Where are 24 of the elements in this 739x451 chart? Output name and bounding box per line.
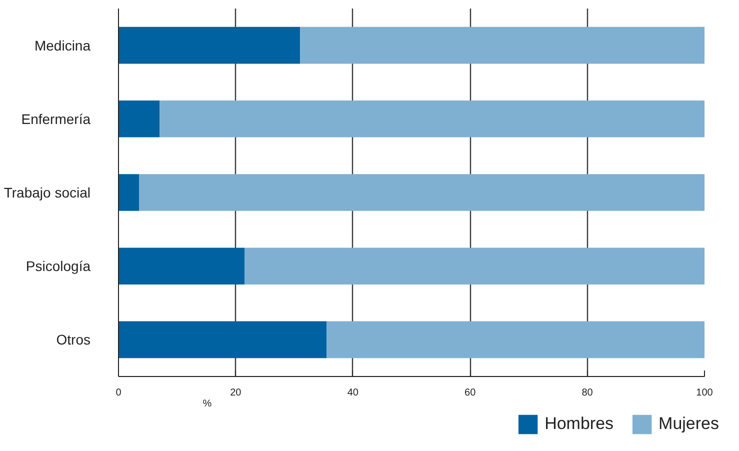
x-tick-label: 40 — [347, 388, 359, 398]
bar — [160, 100, 704, 138]
legend-label: Hombres — [544, 414, 614, 434]
y-tick-label: Trabajo social — [4, 184, 91, 200]
bar — [118, 26, 300, 64]
x-tick-label: 0 — [116, 388, 122, 398]
x-tick-label: 20 — [230, 388, 242, 398]
y-tick-label: Psicología — [26, 258, 91, 274]
x-axis-title: % — [202, 398, 212, 410]
x-tick-label: 60 — [464, 388, 476, 398]
bar — [139, 174, 704, 211]
y-tick-label: Enfermería — [21, 110, 91, 127]
legend-label: Mujeres — [658, 414, 719, 434]
bar — [118, 321, 327, 358]
y-tick-label: Otros — [56, 332, 91, 348]
bar — [118, 100, 160, 138]
bar — [244, 248, 704, 284]
bar — [326, 321, 704, 358]
y-tick-label: Medicina — [34, 37, 91, 54]
bar — [300, 26, 704, 64]
bar — [118, 174, 140, 211]
x-tick-label: 80 — [582, 388, 594, 398]
x-tick-label: 100 — [696, 388, 714, 398]
bar — [118, 248, 244, 284]
